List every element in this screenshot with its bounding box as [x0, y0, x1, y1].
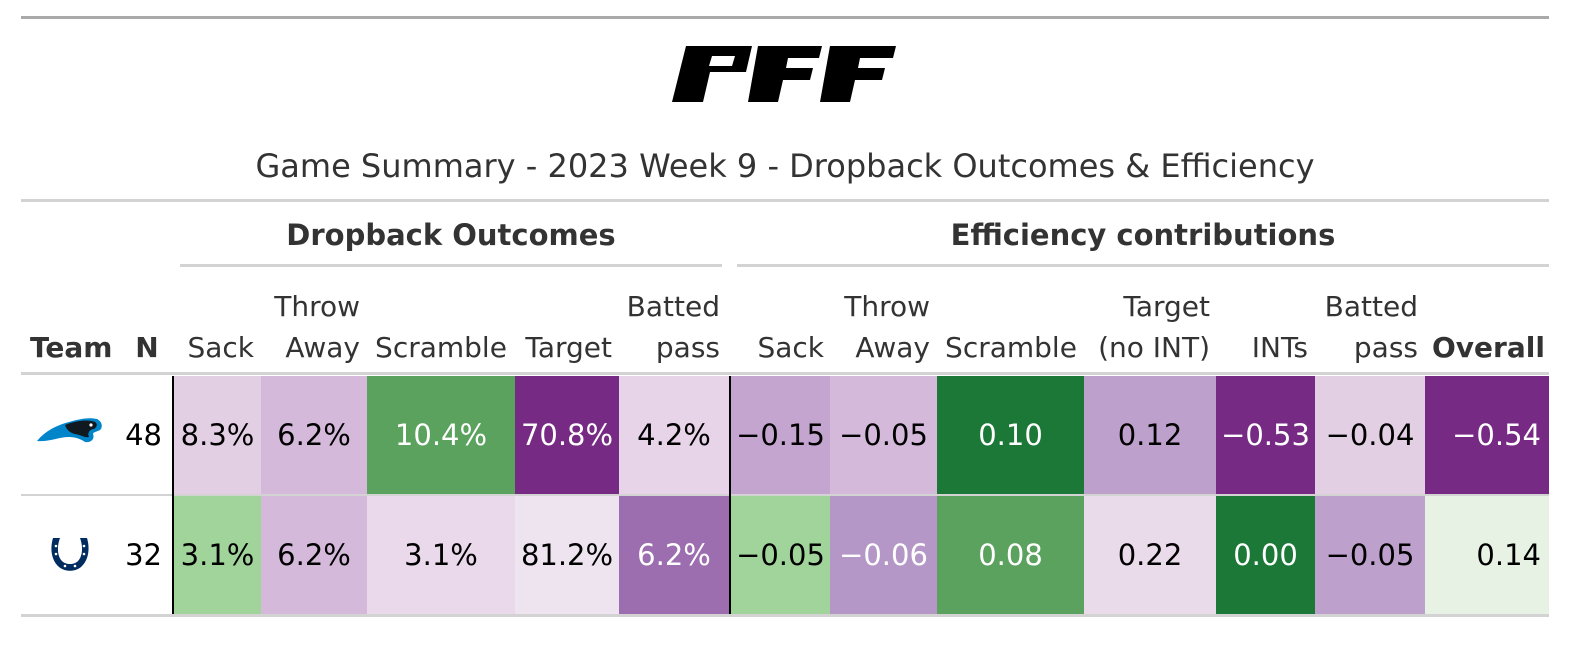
header-scramble: Scramble: [375, 331, 507, 364]
cell-eff-scramble: 0.08: [937, 496, 1084, 614]
header-eff-ints: INTs: [1251, 331, 1308, 364]
header-overall: Overall: [1432, 331, 1545, 364]
header-throw-away: Throw Away: [274, 290, 360, 364]
cell-eff-batted-pass: −0.04: [1315, 376, 1425, 494]
cell-eff-ints: −0.53: [1216, 376, 1315, 494]
spanner-rule-efficiency: [737, 264, 1549, 267]
table-row: 48 8.3% 6.2% 10.4% 70.8% 4.2% −0.15 −0.0…: [21, 376, 1549, 494]
cell-throw-away: 6.2%: [261, 496, 367, 614]
header-target: Target: [525, 331, 612, 364]
header-sack: Sack: [187, 331, 254, 364]
cell-n: 32: [125, 538, 162, 572]
pff-logo: [672, 46, 896, 102]
cell-scramble: 3.1%: [367, 496, 515, 614]
title-rule: [21, 199, 1549, 202]
row-divider: [21, 494, 1549, 496]
cell-eff-sack: −0.05: [731, 496, 830, 614]
cell-eff-target: 0.22: [1084, 496, 1216, 614]
top-rule: [21, 16, 1549, 19]
colts-horseshoe-icon: [51, 538, 89, 571]
header-eff-batted-pass: Batted pass: [1324, 290, 1418, 364]
cell-overall: −0.54: [1425, 376, 1549, 494]
cell-eff-throw-away: −0.05: [830, 376, 937, 494]
header-rule: [21, 372, 1549, 375]
cell-throw-away: 6.2%: [261, 376, 367, 494]
header-eff-target: Target (no INT): [1098, 290, 1210, 364]
header-eff-scramble: Scramble: [945, 331, 1077, 364]
cell-scramble: 10.4%: [367, 376, 515, 494]
cell-eff-sack: −0.15: [731, 376, 830, 494]
spanner-rule-dropback: [180, 264, 722, 267]
column-divider-n: [172, 376, 174, 614]
cell-batted-pass: 4.2%: [619, 376, 729, 494]
spanner-efficiency-contributions: Efficiency contributions: [950, 218, 1336, 252]
cell-eff-batted-pass: −0.05: [1315, 496, 1425, 614]
header-n: N: [135, 331, 159, 364]
header-eff-throw-away: Throw Away: [844, 290, 930, 364]
cell-overall: 0.14: [1425, 496, 1549, 614]
cell-target: 70.8%: [515, 376, 619, 494]
cell-n: 48: [125, 418, 162, 452]
column-divider-efficiency: [729, 376, 731, 614]
cell-target: 81.2%: [515, 496, 619, 614]
spanner-dropback-outcomes: Dropback Outcomes: [286, 218, 616, 252]
cell-sack: 3.1%: [174, 496, 261, 614]
bottom-rule: [21, 614, 1549, 617]
table-title: Game Summary - 2023 Week 9 - Dropback Ou…: [255, 147, 1315, 185]
cell-eff-scramble: 0.10: [937, 376, 1084, 494]
header-team: Team: [30, 331, 113, 364]
panthers-logo-icon: [37, 418, 102, 443]
header-batted-pass: Batted pass: [626, 290, 720, 364]
cell-batted-pass: 6.2%: [619, 496, 729, 614]
header-eff-sack: Sack: [757, 331, 824, 364]
cell-eff-throw-away: −0.06: [830, 496, 937, 614]
cell-eff-target: 0.12: [1084, 376, 1216, 494]
table-row: 32 3.1% 6.2% 3.1% 81.2% 6.2% −0.05 −0.06…: [21, 496, 1549, 614]
cell-sack: 8.3%: [174, 376, 261, 494]
cell-eff-ints: 0.00: [1216, 496, 1315, 614]
